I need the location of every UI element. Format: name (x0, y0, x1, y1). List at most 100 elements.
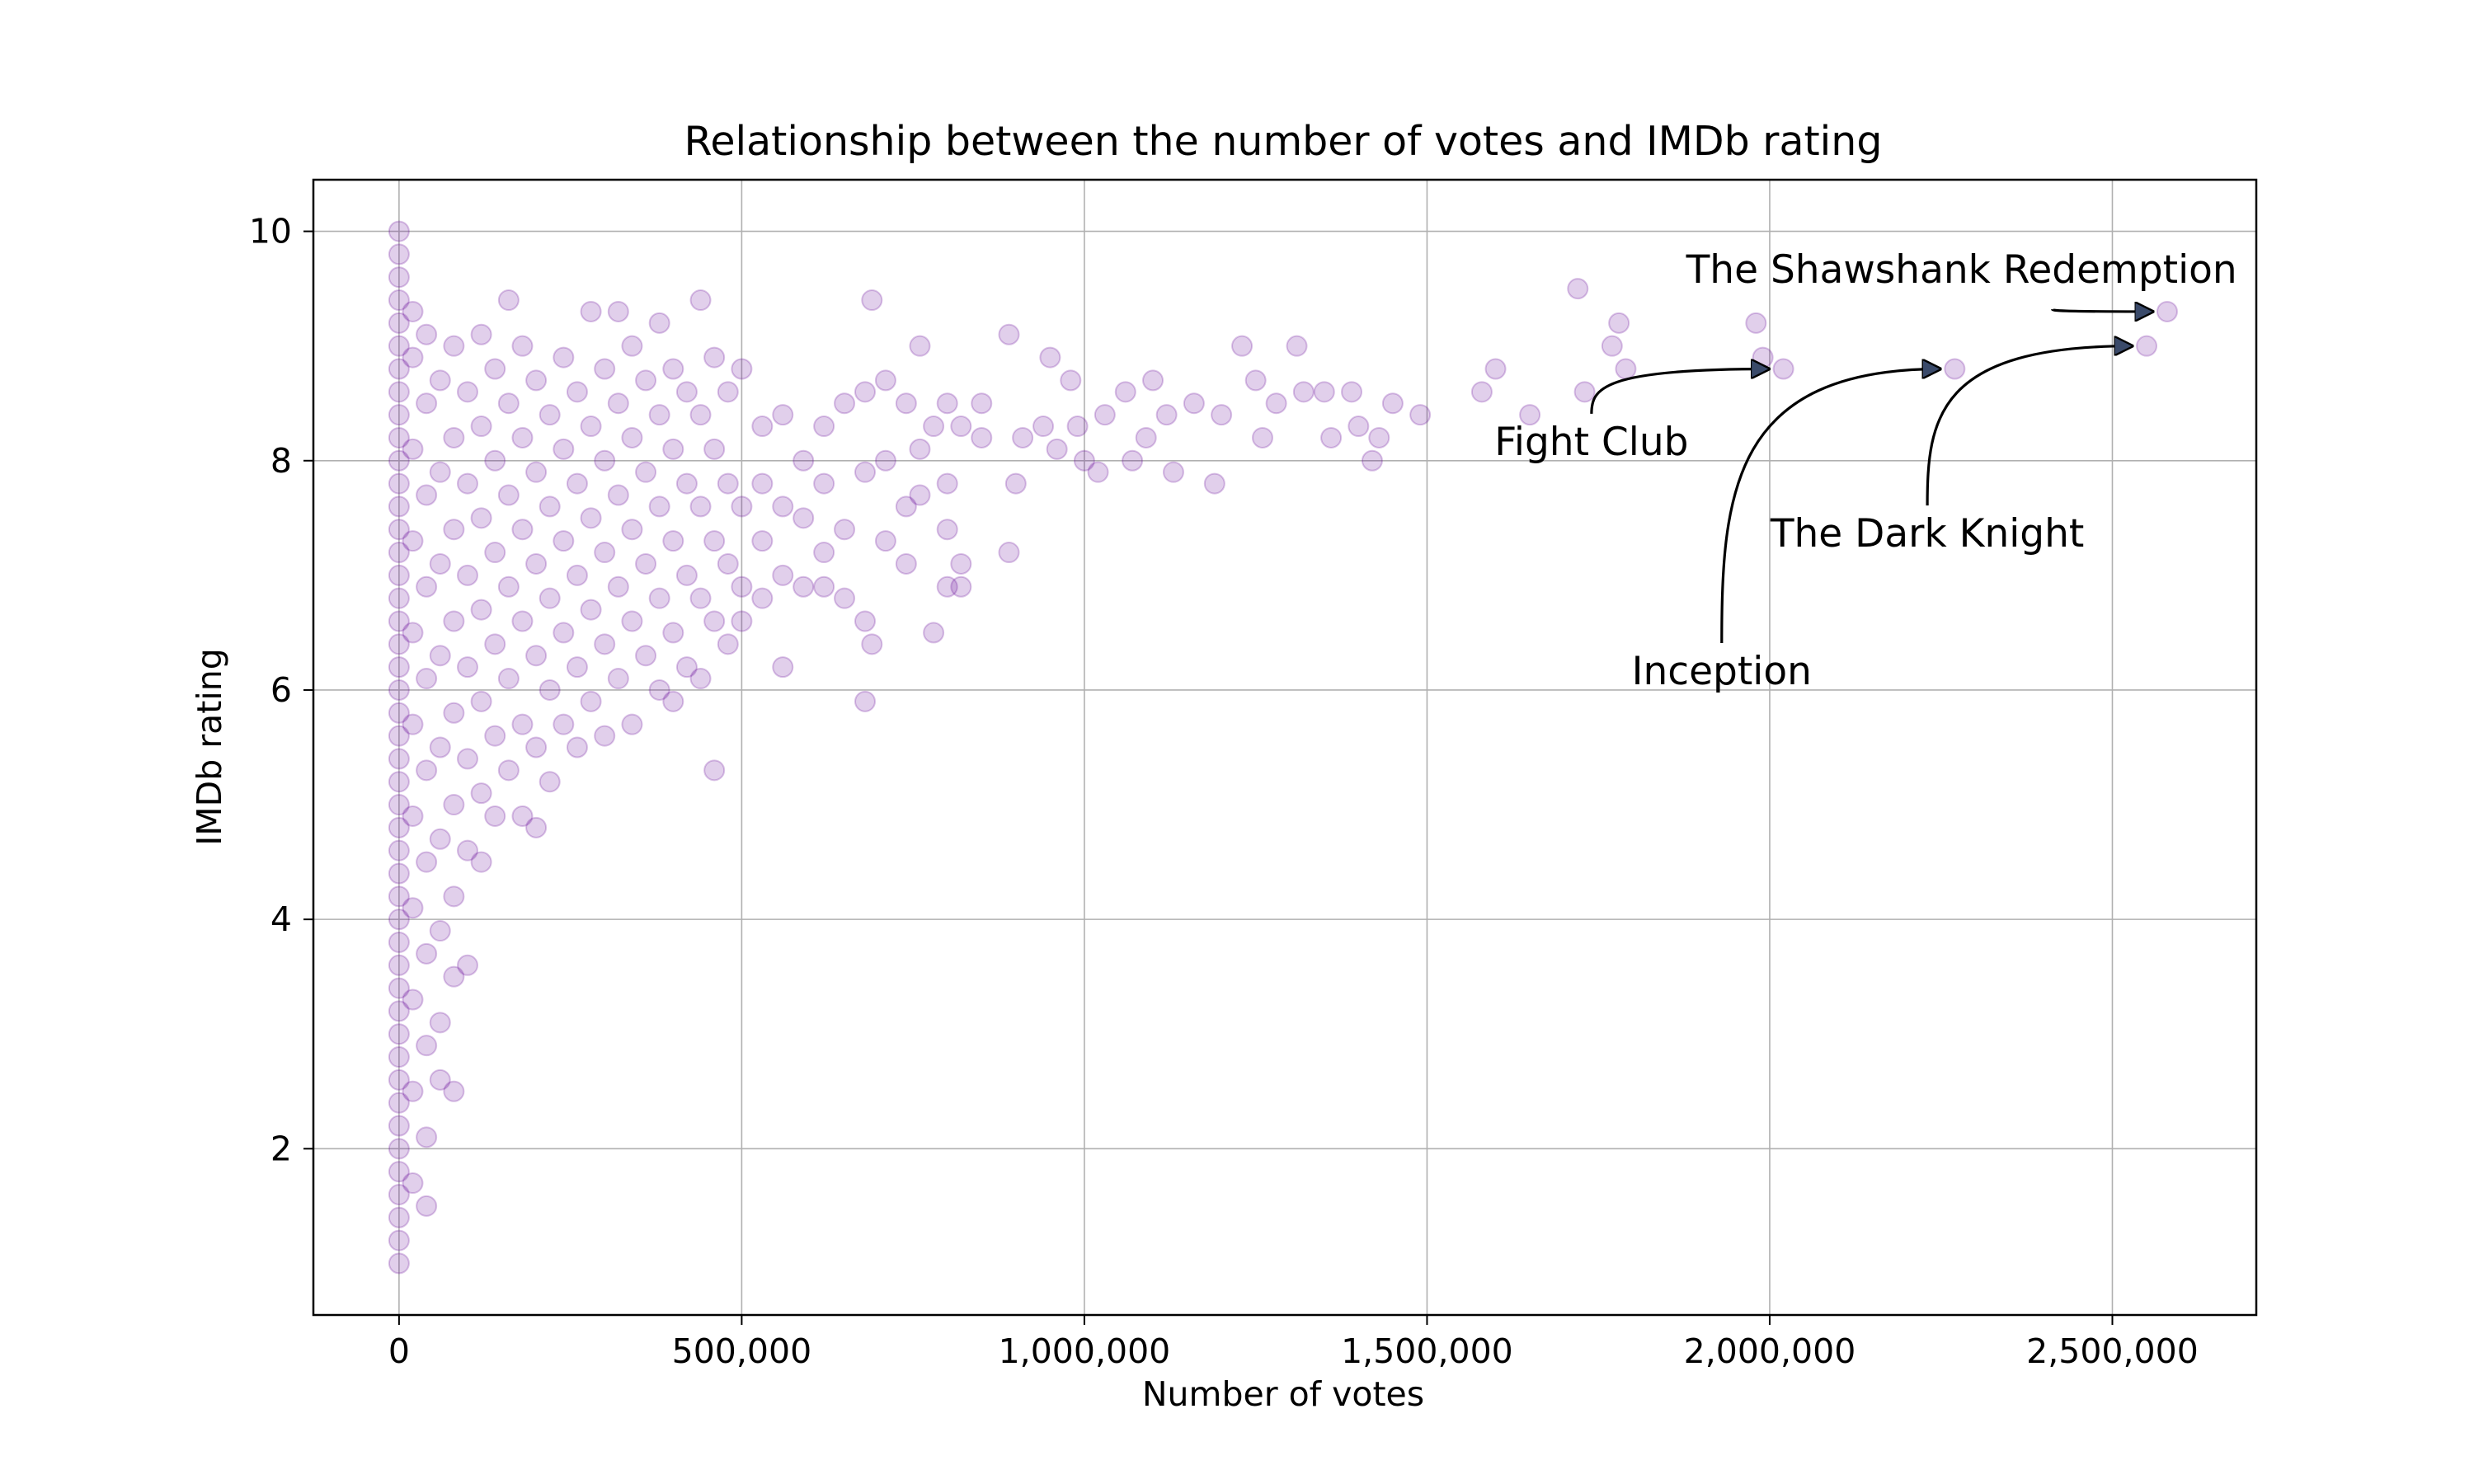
data-point (402, 1172, 424, 1195)
data-point (751, 530, 774, 552)
data-point (497, 759, 520, 782)
data-point (416, 392, 438, 415)
data-point (874, 449, 896, 472)
data-point (580, 416, 602, 438)
data-point (689, 668, 712, 690)
data-point (553, 346, 575, 369)
data-point (689, 289, 712, 312)
data-point (607, 668, 629, 690)
data-point (388, 1023, 410, 1045)
data-point (635, 552, 657, 575)
data-point (388, 839, 410, 862)
data-point (402, 438, 424, 460)
data-point (607, 484, 629, 506)
data-point (834, 392, 856, 415)
data-point (751, 587, 774, 609)
data-point (470, 782, 492, 805)
data-point (998, 542, 1020, 564)
data-point (607, 300, 629, 322)
data-point (874, 369, 896, 392)
data-point (1608, 312, 1630, 334)
data-point (662, 622, 684, 644)
annotation-label: Inception (1632, 649, 1812, 694)
data-point (402, 622, 424, 644)
data-point (662, 530, 684, 552)
data-point (429, 552, 451, 575)
data-point (1752, 346, 1774, 369)
data-point (834, 519, 856, 541)
data-point (1122, 449, 1144, 472)
annotation-arrow (1720, 369, 1940, 644)
data-point (1094, 404, 1116, 426)
data-point (1183, 392, 1205, 415)
data-point (717, 472, 739, 495)
data-point (402, 1080, 424, 1102)
data-point (388, 1229, 410, 1252)
data-point (648, 312, 670, 334)
data-point (1231, 335, 1253, 357)
data-point (388, 243, 410, 265)
data-point (1039, 346, 1061, 369)
y-tick-label: 4 (270, 899, 292, 939)
data-point (635, 369, 657, 392)
data-point (416, 575, 438, 598)
data-point (772, 404, 794, 426)
data-point (525, 736, 548, 758)
data-point (402, 346, 424, 369)
data-point (675, 564, 698, 586)
data-point (443, 702, 465, 724)
data-point (443, 335, 465, 357)
data-point (402, 897, 424, 919)
data-point (416, 1195, 438, 1217)
annotation-label: The Dark Knight (1770, 511, 2085, 556)
data-point (388, 885, 410, 908)
data-point (388, 587, 410, 609)
data-point (388, 679, 410, 701)
data-point (2136, 335, 2158, 357)
data-point (854, 381, 876, 403)
data-point (429, 645, 451, 667)
data-point (703, 610, 726, 632)
data-point (772, 564, 794, 586)
data-point (689, 404, 712, 426)
data-point (635, 461, 657, 483)
data-point (1251, 426, 1273, 448)
data-point (772, 495, 794, 518)
data-point (525, 816, 548, 838)
data-point (621, 426, 643, 448)
data-point (416, 759, 438, 782)
data-point (1745, 312, 1767, 334)
y-tick-label: 10 (249, 212, 292, 251)
annotation-label: Fight Club (1494, 420, 1688, 465)
data-point (675, 472, 698, 495)
data-point (648, 404, 670, 426)
data-point (1348, 416, 1370, 438)
data-point (388, 633, 410, 655)
data-point (388, 495, 410, 518)
data-point (717, 552, 739, 575)
data-point (416, 1035, 438, 1057)
data-point (1519, 404, 1541, 426)
data-point (971, 426, 993, 448)
data-point (429, 1068, 451, 1091)
data-point (594, 358, 616, 380)
data-point (971, 392, 993, 415)
data-point (539, 587, 561, 609)
data-point (429, 920, 451, 942)
data-point (566, 381, 588, 403)
data-point (416, 668, 438, 690)
data-point (731, 610, 753, 632)
data-point (416, 851, 438, 873)
data-point (497, 392, 520, 415)
data-point (388, 312, 410, 334)
data-point (1155, 404, 1178, 426)
data-point (388, 220, 410, 242)
data-point (470, 507, 492, 529)
data-point (1012, 426, 1034, 448)
data-point (388, 472, 410, 495)
data-point (497, 289, 520, 312)
data-point (2156, 300, 2178, 322)
data-point (813, 542, 835, 564)
data-point (388, 1046, 410, 1068)
data-point (416, 484, 438, 506)
